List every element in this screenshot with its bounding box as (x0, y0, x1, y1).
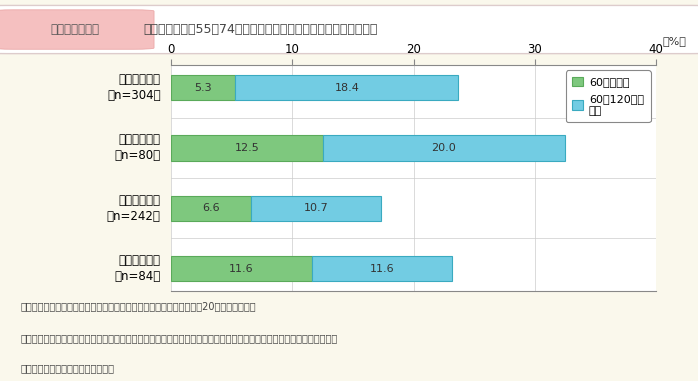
Text: （%）: （%） (662, 35, 686, 46)
Text: ２．「収入」は税込みであり，就業による収入，年金等による収入のほか，預貯金の引き出し，家賃収入や利子: ２．「収入」は税込みであり，就業による収入，年金等による収入のほか，預貯金の引き… (21, 333, 339, 343)
Bar (171, 135, 322, 161)
Text: 11.6: 11.6 (370, 264, 394, 274)
Text: 6.6: 6.6 (202, 203, 220, 213)
Bar (312, 256, 452, 281)
Text: 10.7: 10.7 (304, 203, 328, 213)
Bar (171, 195, 251, 221)
Text: 第１－４－２図: 第１－４－２図 (51, 23, 100, 36)
Text: 11.6: 11.6 (229, 264, 253, 274)
Bar (171, 75, 235, 100)
Bar (322, 135, 565, 161)
FancyBboxPatch shape (0, 10, 154, 49)
Text: 18.4: 18.4 (334, 83, 359, 93)
Legend: 60万円未満, 60～120万円
未満: 60万円未満, 60～120万円 未満 (565, 70, 651, 122)
Text: 高齢単身世帯（55～74歳）における低所得層の割合（年間収入）: 高齢単身世帯（55～74歳）における低所得層の割合（年間収入） (144, 23, 378, 36)
Bar (171, 256, 312, 281)
Bar (235, 75, 459, 100)
Text: 20.0: 20.0 (431, 143, 456, 153)
FancyBboxPatch shape (0, 5, 698, 54)
Text: 等による収入も含む。: 等による収入も含む。 (21, 363, 115, 373)
Text: 5.3: 5.3 (194, 83, 212, 93)
Text: 12.5: 12.5 (235, 143, 259, 153)
Bar (251, 195, 381, 221)
Text: （備考）１．内閣府「高齢男女の自立した生活に関する調査」（平成20年）より作成。: （備考）１．内閣府「高齢男女の自立した生活に関する調査」（平成20年）より作成。 (21, 301, 257, 311)
